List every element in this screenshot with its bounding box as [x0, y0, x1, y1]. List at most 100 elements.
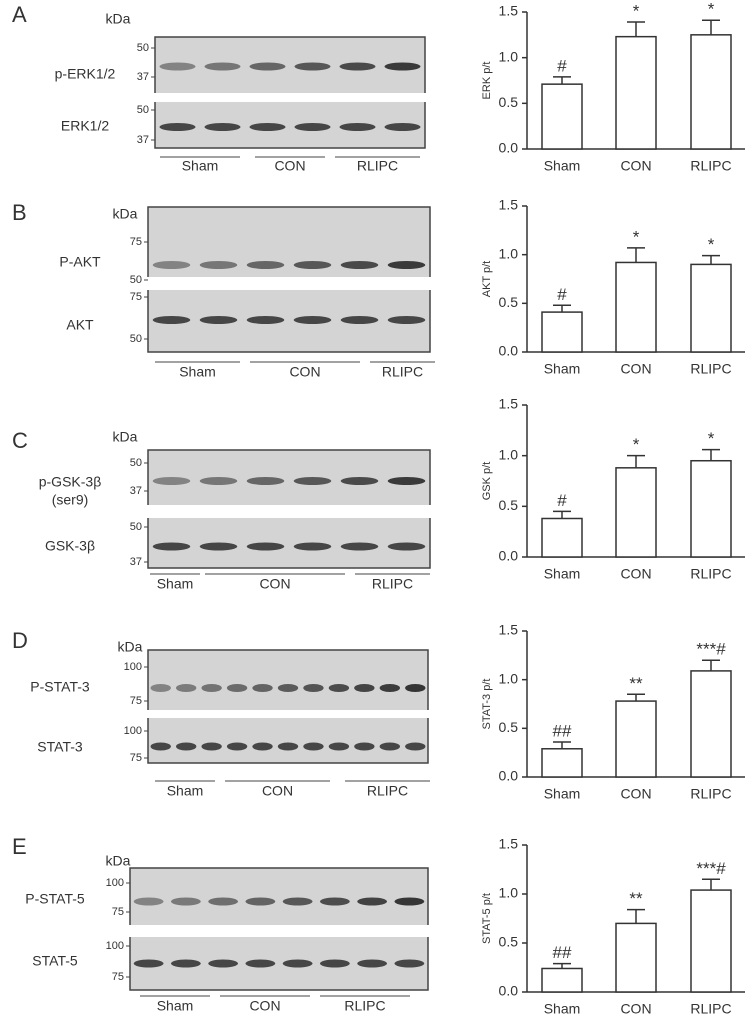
band: [252, 742, 273, 751]
band: [328, 742, 350, 751]
band: [201, 742, 222, 751]
protein-label: STAT-3: [37, 739, 83, 755]
x-tick-label: CON: [620, 1001, 651, 1016]
marker-label: 50: [130, 457, 142, 469]
y-tick-label: 1.0: [499, 670, 519, 686]
band: [357, 897, 388, 906]
bar: [541, 311, 583, 353]
x-tick-label: RLIPC: [690, 361, 731, 377]
x-tick-label: CON: [620, 786, 651, 802]
y-tick-label: 1.5: [499, 197, 519, 213]
protein-label: AKT: [66, 317, 94, 333]
y-axis-label: GSK p/t: [481, 462, 493, 501]
significance-label: *: [708, 235, 715, 254]
band: [293, 542, 332, 551]
x-tick-label: Sham: [544, 1001, 581, 1016]
marker-label: 50: [130, 521, 142, 533]
band: [394, 959, 425, 968]
panel-letter: A: [12, 2, 27, 27]
group-label: Sham: [179, 364, 216, 380]
band: [246, 261, 285, 269]
panel-letter: D: [12, 628, 28, 653]
protein-label: p-GSK-3β: [39, 474, 102, 490]
x-tick-label: Sham: [544, 361, 581, 377]
blot-gap: [147, 277, 431, 290]
kda-label: kDa: [118, 639, 143, 655]
y-tick-label: 0.5: [499, 719, 519, 735]
band: [246, 477, 285, 485]
marker-label: 100: [124, 725, 142, 737]
marker-label: 100: [124, 661, 142, 673]
band: [405, 742, 426, 751]
band: [249, 123, 286, 131]
band: [199, 316, 238, 324]
band: [204, 62, 241, 71]
y-tick-label: 1.0: [499, 48, 519, 64]
panel-letter: C: [12, 428, 28, 453]
band: [387, 542, 426, 551]
bar: [615, 261, 657, 353]
band: [199, 477, 238, 485]
group-label: CON: [289, 364, 320, 380]
band: [319, 897, 350, 906]
significance-label: *: [633, 227, 640, 246]
y-tick-label: 0.0: [499, 983, 519, 999]
x-tick-label: RLIPC: [690, 158, 731, 174]
marker-label: 75: [130, 752, 142, 764]
group-label: CON: [262, 783, 293, 799]
band: [152, 316, 191, 324]
group-label: Sham: [167, 783, 204, 799]
band: [294, 123, 331, 131]
band: [340, 316, 379, 324]
band: [405, 684, 426, 692]
significance-label: *: [708, 429, 715, 448]
band: [303, 742, 324, 751]
marker-label: 50: [137, 104, 149, 116]
blot-gap: [147, 505, 431, 518]
y-axis-label: STAT-3 p/t: [481, 679, 493, 730]
bar: [541, 748, 583, 778]
band: [150, 742, 171, 751]
x-tick-label: CON: [620, 566, 651, 582]
band: [394, 897, 425, 906]
protein-label: P-STAT-5: [25, 891, 85, 907]
marker-label: 50: [137, 42, 149, 54]
significance-label: **: [629, 674, 643, 693]
band: [354, 684, 375, 692]
marker-label: 50: [130, 274, 142, 286]
marker-label: 75: [130, 236, 142, 248]
significance-label: ##: [553, 721, 572, 740]
band: [199, 261, 238, 269]
band: [387, 477, 426, 485]
band: [208, 897, 239, 906]
group-label: RLIPC: [357, 158, 398, 174]
bar: [541, 967, 583, 993]
protein-label: STAT-5: [32, 953, 78, 969]
bar: [615, 35, 657, 150]
group-label: CON: [274, 158, 305, 174]
bar: [690, 889, 732, 993]
marker-label: 37: [137, 134, 149, 146]
significance-label: *: [633, 435, 640, 454]
protein-label: ERK1/2: [61, 118, 109, 134]
significance-label: #: [557, 491, 567, 510]
band: [208, 959, 239, 968]
y-tick-label: 1.0: [499, 245, 519, 261]
band: [245, 959, 276, 968]
band: [246, 542, 285, 551]
band: [328, 684, 350, 692]
bar: [690, 263, 732, 353]
band: [384, 62, 421, 71]
band: [277, 684, 299, 692]
band: [201, 684, 222, 692]
band: [357, 959, 388, 968]
y-tick-label: 1.5: [499, 622, 519, 638]
marker-label: 37: [130, 556, 142, 568]
group-label: RLIPC: [372, 576, 413, 592]
group-label: CON: [259, 576, 290, 592]
y-axis-label: ERK p/t: [481, 62, 493, 100]
marker-label: 100: [106, 940, 124, 952]
marker-label: 50: [130, 333, 142, 345]
bar: [615, 467, 657, 558]
